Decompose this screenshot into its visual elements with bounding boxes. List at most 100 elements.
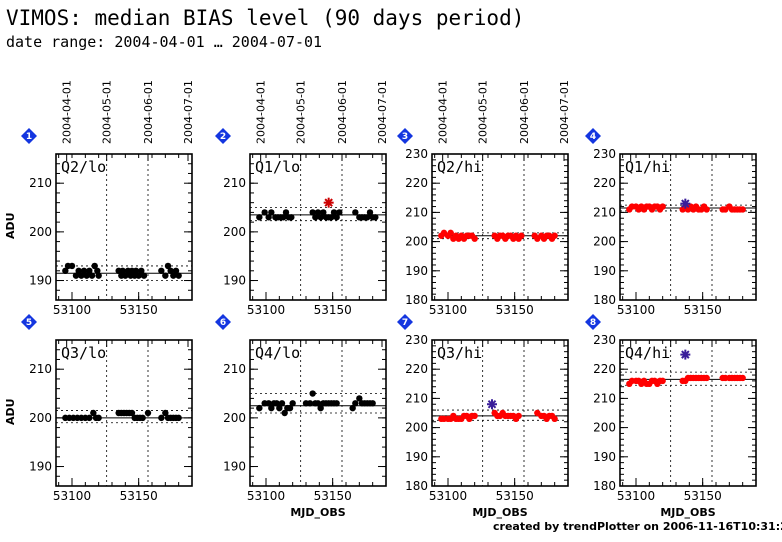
data-point: [703, 206, 710, 213]
data-point: [144, 409, 152, 417]
top-date-label: 2004-07-01: [558, 80, 571, 144]
data-point: [265, 214, 272, 221]
data-point: [289, 400, 296, 407]
plot-frame: [55, 339, 193, 487]
outlier-star-ray: [681, 199, 690, 208]
data-point: [333, 400, 340, 407]
y-tick-label: 210: [223, 362, 246, 376]
x-tick-label: 53150: [684, 489, 722, 503]
x-tick-label: 53100: [247, 303, 285, 317]
data-point: [739, 374, 746, 382]
data-point: [306, 400, 314, 407]
panel-label: Q2/hi: [437, 158, 482, 176]
data-point: [162, 272, 169, 279]
x-tick-label: 53100: [247, 489, 285, 503]
y-tick-label: 210: [405, 205, 428, 219]
y-axis-title: ADU: [4, 212, 17, 239]
y-tick-label: 180: [405, 479, 428, 493]
data-point: [256, 404, 263, 412]
x-axis-title: MJD_OBS: [290, 506, 345, 519]
data-point: [175, 414, 182, 422]
data-point: [72, 272, 80, 279]
data-point: [170, 272, 177, 279]
data-point: [328, 214, 335, 221]
data-point: [515, 412, 522, 420]
outlier-star-ray: [487, 399, 497, 409]
data-point: [140, 272, 148, 279]
data-point: [309, 390, 316, 397]
plot-frame: [249, 339, 387, 487]
data-point: [659, 377, 666, 385]
y-tick-label: 180: [593, 293, 616, 307]
outlier-star: [680, 349, 691, 360]
data-point: [273, 400, 280, 407]
panel-label: Q4/lo: [255, 344, 300, 362]
y-tick-label: 230: [593, 147, 616, 161]
panel-badge-diamond: [21, 314, 37, 330]
top-date-label: 2004-05-01: [477, 80, 490, 144]
x-axis-title: MJD_OBS: [660, 506, 715, 519]
panel-badge-diamond: [585, 128, 601, 144]
y-tick-label: 200: [593, 235, 616, 249]
data-point: [119, 267, 126, 274]
data-point: [75, 267, 82, 274]
y-tick-label: 200: [223, 411, 246, 425]
data-point: [172, 267, 180, 274]
y-tick-label: 190: [593, 264, 616, 278]
panel-badge-number: 3: [402, 132, 408, 142]
y-tick-label: 180: [593, 479, 616, 493]
y-tick-label: 220: [405, 362, 428, 376]
data-point: [280, 214, 287, 221]
data-point: [471, 412, 478, 420]
panel-badge-diamond: [585, 314, 601, 330]
y-tick-label: 190: [29, 274, 52, 288]
data-point: [369, 400, 376, 407]
data-point: [95, 272, 102, 279]
y-axis-title: ADU: [4, 398, 17, 425]
data-point: [162, 409, 169, 417]
x-tick-label: 53150: [496, 489, 534, 503]
x-tick-label: 53150: [684, 303, 722, 317]
y-tick-label: 210: [593, 205, 616, 219]
y-tick-label: 200: [223, 225, 246, 239]
panel-label: Q2/lo: [61, 158, 106, 176]
data-point: [317, 214, 324, 221]
y-tick-label: 220: [593, 176, 616, 190]
panel-label: Q1/lo: [255, 158, 300, 176]
plot-frame: [431, 339, 569, 487]
y-tick-label: 200: [29, 225, 52, 239]
panel-label: Q3/lo: [61, 344, 106, 362]
outlier-star: [323, 197, 334, 208]
data-point: [278, 400, 286, 407]
panel-label: Q4/hi: [625, 344, 670, 362]
panel-badge-diamond: [397, 128, 413, 144]
outlier-star-ray: [681, 350, 690, 359]
data-point: [288, 214, 295, 221]
data-point: [175, 272, 182, 279]
data-point: [314, 209, 322, 216]
top-date-label: 2004-06-01: [518, 80, 531, 144]
data-point: [471, 235, 478, 242]
data-point: [164, 262, 172, 270]
y-tick-label: 230: [405, 147, 428, 161]
data-point: [261, 209, 268, 216]
data-point: [309, 209, 316, 216]
y-tick-label: 230: [405, 333, 428, 347]
plot-frame: [249, 153, 387, 301]
x-axis-title: MJD_OBS: [472, 506, 527, 519]
data-point: [90, 409, 97, 417]
plot-frame: [619, 153, 757, 301]
data-point: [167, 267, 174, 274]
data-point: [336, 209, 343, 216]
data-point: [739, 206, 746, 213]
panel-badge-diamond: [21, 128, 37, 144]
x-tick-label: 53100: [617, 303, 655, 317]
data-point: [268, 404, 275, 412]
y-tick-label: 200: [593, 421, 616, 435]
data-point: [314, 400, 322, 407]
data-point: [128, 409, 136, 417]
outlier-star: [680, 198, 691, 209]
x-tick-label: 53100: [429, 303, 467, 317]
data-point: [703, 374, 710, 382]
panel-badge-number: 1: [26, 132, 32, 142]
